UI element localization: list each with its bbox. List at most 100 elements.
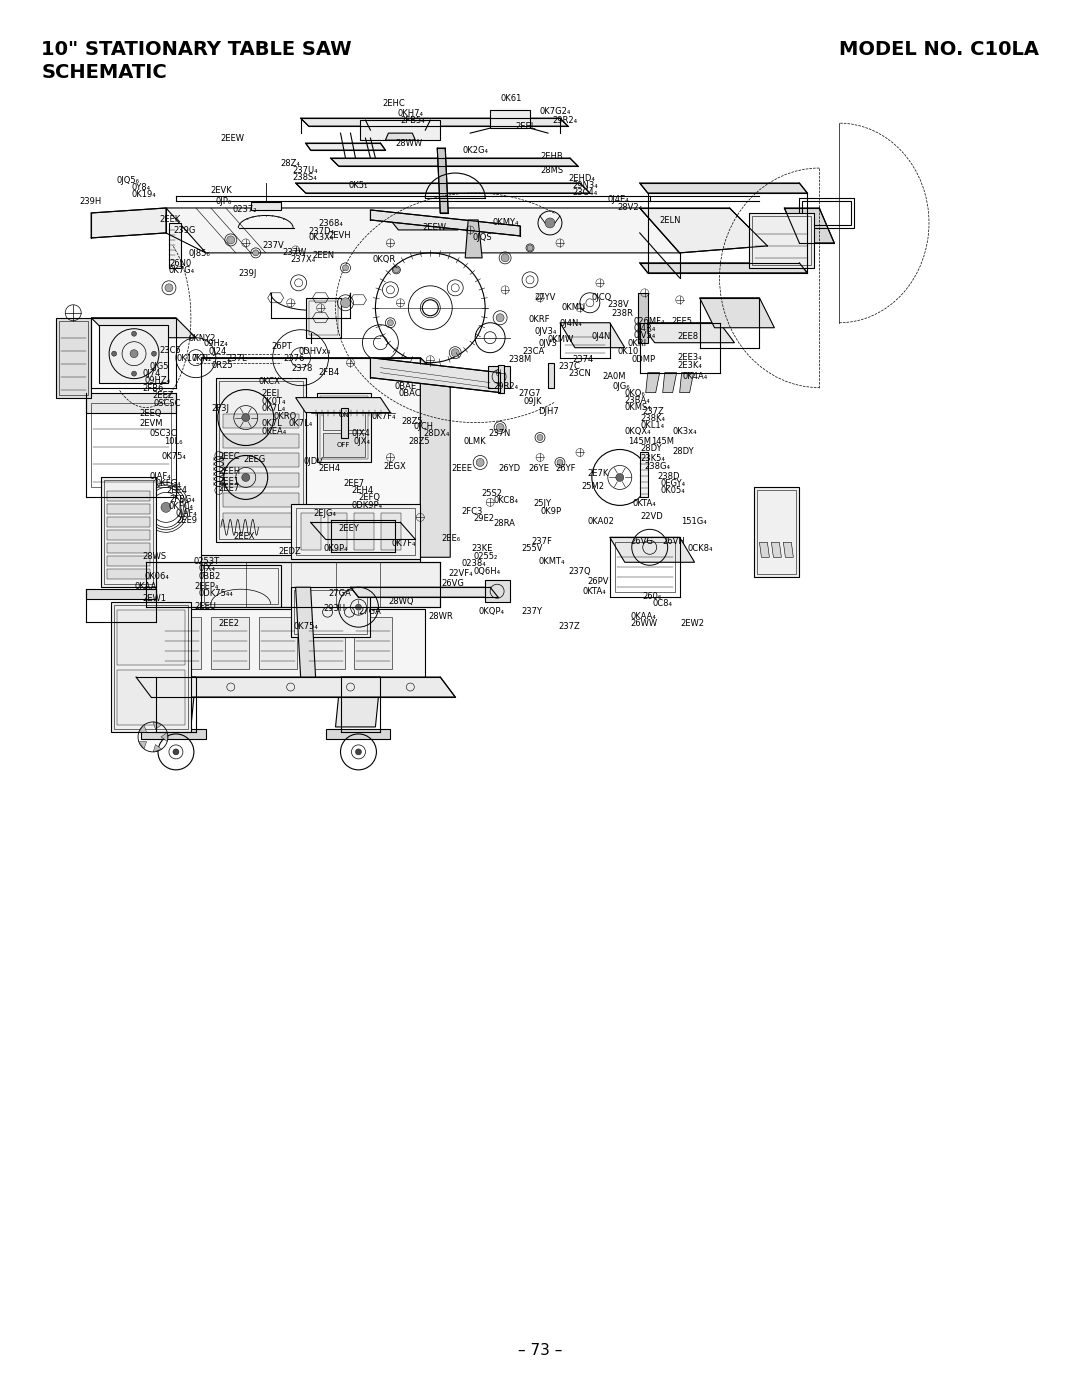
Text: 026MF₄: 026MF₄ [634,317,665,327]
Text: 0JV3₄: 0JV3₄ [534,327,556,337]
Text: 0JP₆: 0JP₆ [216,197,232,207]
Circle shape [227,236,234,244]
Text: 0KMW: 0KMW [548,335,575,344]
Bar [222,454,299,468]
Text: 238G₄: 238G₄ [645,462,671,471]
Circle shape [132,331,136,337]
Text: 0K7L: 0K7L [261,419,283,427]
Text: 2EE7: 2EE7 [219,483,240,493]
Bar [99,324,168,383]
Text: 0K10: 0K10 [618,348,639,356]
Text: 0KMY₄: 0KMY₄ [492,218,518,228]
Text: 238K₄: 238K₄ [640,414,665,423]
Polygon shape [153,745,162,752]
Bar [291,587,370,637]
Text: 0KQR: 0KQR [373,256,395,264]
Text: 0JV5₄: 0JV5₄ [634,331,656,341]
Bar [485,580,510,602]
Text: 28Z5: 28Z5 [408,437,430,446]
Polygon shape [351,587,498,597]
Polygon shape [296,587,315,678]
Text: 29R2₄: 29R2₄ [552,116,577,124]
Text: 0K3x₄: 0K3x₄ [673,427,698,436]
Text: 0K75₄: 0K75₄ [294,622,319,630]
Text: 0237₂: 0237₂ [233,205,257,215]
Text: 2EVH: 2EVH [328,232,351,240]
Bar [330,520,395,552]
Text: 26PT: 26PT [272,342,293,351]
Text: 2FC3: 2FC3 [461,507,483,515]
Bar [307,617,345,669]
Text: 28WW: 28WW [395,138,422,148]
Text: 0K7L₄: 0K7L₄ [261,404,286,414]
Bar [325,729,390,739]
Bar [251,203,281,210]
Text: 2EVM: 2EVM [139,419,162,427]
Bar [216,377,306,542]
Polygon shape [300,119,568,126]
Text: 0KAA₄: 0KAA₄ [631,612,657,620]
Text: 151G₄: 151G₄ [680,517,706,525]
Text: 0K3X₄: 0K3X₄ [309,233,334,243]
Text: 0JX₄: 0JX₄ [353,437,370,446]
Bar [340,408,349,437]
Polygon shape [679,373,693,393]
Text: 237W: 237W [283,249,307,257]
Text: 0J24: 0J24 [208,348,227,356]
Polygon shape [465,219,482,258]
Text: 0J85₆: 0J85₆ [189,250,211,258]
Circle shape [496,314,504,321]
Polygon shape [437,148,448,212]
Text: 0LMK: 0LMK [463,437,486,446]
Bar [615,542,675,592]
Polygon shape [771,542,781,557]
Polygon shape [330,158,578,166]
Polygon shape [201,358,450,387]
Text: 237Z: 237Z [643,407,664,416]
Bar [323,433,365,457]
Bar [104,481,153,584]
Circle shape [355,749,362,754]
Text: 0253T: 0253T [194,557,220,566]
Polygon shape [56,317,91,398]
Text: 23C4₄: 23C4₄ [572,187,597,197]
Bar [107,492,150,502]
Text: 28MS: 28MS [540,166,563,175]
Bar [639,453,648,497]
Text: – 73 –: – 73 – [517,1343,563,1358]
Text: 260₆: 260₆ [643,592,662,601]
Text: 0JAF₄: 0JAF₄ [176,509,198,518]
Text: 0J4N: 0J4N [592,332,611,341]
Polygon shape [639,208,768,253]
Bar [59,321,89,394]
Text: 237U₄: 237U₄ [293,166,319,175]
Text: 2EHB: 2EHB [540,152,563,161]
Polygon shape [86,590,156,599]
Text: 238M: 238M [508,355,531,365]
Polygon shape [151,678,195,726]
Bar [107,531,150,541]
Text: 2EE2: 2EE2 [219,619,240,627]
Polygon shape [646,373,660,393]
Text: 0KQX₄: 0KQX₄ [625,427,651,436]
Text: 237X₄: 237X₄ [291,256,315,264]
Bar [327,513,348,550]
Text: 0JCQ: 0JCQ [592,293,612,302]
Text: 0KTA₄: 0KTA₄ [583,587,607,595]
Polygon shape [639,183,808,193]
Text: 0K2G₄: 0K2G₄ [462,145,488,155]
Text: 2E3K₄: 2E3K₄ [677,362,702,370]
Text: 0KH7₄: 0KH7₄ [397,109,423,117]
Text: 09HZ₄: 09HZ₄ [144,376,171,386]
Bar [107,556,150,566]
Text: 0KMT₄: 0KMT₄ [538,557,565,566]
Bar [361,120,441,140]
Bar [91,402,171,488]
Polygon shape [311,522,416,539]
Text: 27YV: 27YV [534,293,555,302]
Text: 2F3J: 2F3J [212,404,230,414]
Text: 28RA: 28RA [494,518,515,528]
Text: 237N: 237N [488,429,511,439]
Text: 0K7F₄: 0K7F₄ [372,412,396,420]
Text: 0JQ5₆: 0JQ5₆ [116,176,139,184]
